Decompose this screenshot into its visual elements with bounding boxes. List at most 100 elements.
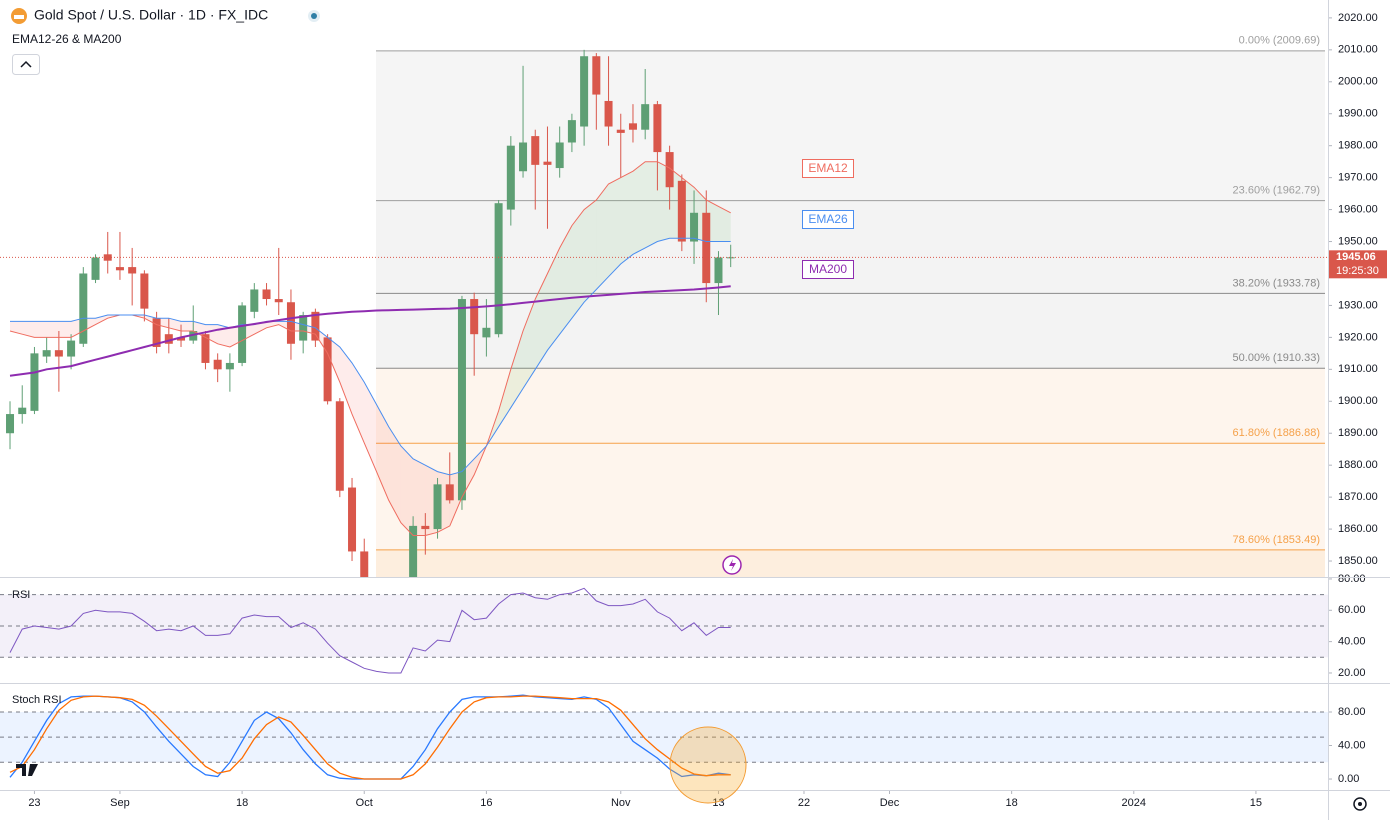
x-tick-label: 2024 <box>1122 797 1146 809</box>
candle-body <box>250 289 259 312</box>
candle-body <box>702 212 711 284</box>
settings-icon-core <box>1358 802 1362 806</box>
candle-body <box>677 180 686 242</box>
y-tick-label: 1860.00 <box>1338 523 1378 535</box>
ema-cloud <box>376 404 389 501</box>
candle-body <box>67 340 76 357</box>
stoch-title: Stoch RSI <box>12 694 62 706</box>
candle-body <box>91 257 100 280</box>
ema-cloud <box>632 161 646 255</box>
candle-body <box>335 401 344 491</box>
ema-cloud <box>46 321 59 338</box>
y-tick-label: 1950.00 <box>1338 235 1378 247</box>
candle-body <box>457 299 466 501</box>
last-price-box <box>1329 250 1387 279</box>
indicator-line <box>9 587 731 674</box>
countdown-label: 19:25:30 <box>1336 265 1379 277</box>
candle-body <box>128 267 137 274</box>
overlay-tag-label: EMA26 <box>808 212 848 226</box>
candle-body <box>140 273 149 309</box>
ema-cloud <box>523 299 536 389</box>
ema-cloud <box>254 321 267 335</box>
x-tick-label: 13 <box>712 797 724 809</box>
axes: 1850.001860.001870.001880.001890.001900.… <box>28 12 1387 809</box>
candle-body <box>311 311 320 341</box>
candle-body <box>348 487 357 552</box>
logo <box>16 764 38 776</box>
y-tick-label: 1970.00 <box>1338 172 1378 184</box>
x-tick-label: Sep <box>110 797 130 809</box>
status-dot-core <box>311 13 317 19</box>
candle-body <box>714 257 723 284</box>
overlay-tag <box>802 210 854 229</box>
price-pane: 0.00% (2009.69) 23.60% (1962.79) 38.20% (1… <box>0 35 1328 577</box>
fib-band <box>376 443 1325 550</box>
overlay-tag-label: MA200 <box>809 262 847 276</box>
ema-cloud <box>10 321 23 335</box>
y-tick-label: 60.00 <box>1338 604 1366 616</box>
ema-cloud <box>645 161 658 248</box>
candle-body <box>286 302 295 344</box>
rsi-pane <box>0 587 1328 674</box>
y-tick-label: 40.00 <box>1338 739 1366 751</box>
y-tick-label: 1880.00 <box>1338 459 1378 471</box>
ema-cloud <box>718 206 731 242</box>
stoch-pane <box>0 694 1328 780</box>
collapse-button[interactable] <box>12 54 40 75</box>
collapse-icon <box>20 60 32 68</box>
candle-body <box>201 334 210 363</box>
candle-body <box>360 551 369 577</box>
x-tick-label: Dec <box>880 797 900 809</box>
candle-body <box>6 414 15 434</box>
candle-body <box>628 123 637 130</box>
overlay-tag-label: EMA12 <box>808 161 848 175</box>
x-tick-label: 16 <box>480 797 492 809</box>
candle-body <box>164 334 173 344</box>
ema-cloud <box>58 321 72 338</box>
symbol-icon-bar <box>14 15 24 19</box>
candle-body <box>213 359 222 370</box>
candle-body <box>421 525 430 530</box>
y-tick-label: 1980.00 <box>1338 140 1378 152</box>
ema-cloud <box>510 330 524 408</box>
candle-body <box>323 337 332 402</box>
fib-label: 23.60% (1962.79) <box>1233 185 1320 197</box>
x-tick-label: 18 <box>236 797 248 809</box>
candle-body <box>274 299 283 303</box>
ema-cloud <box>266 321 279 328</box>
indicator-line <box>9 695 731 780</box>
candle-body <box>54 350 63 357</box>
candle-body <box>506 145 515 210</box>
fib-band <box>376 50 1325 201</box>
fib-label: 0.00% (2009.69) <box>1239 35 1320 47</box>
candle-body <box>470 299 479 335</box>
indicator-title: EMA12-26 & MA200 <box>12 32 122 46</box>
y-tick-label: 1890.00 <box>1338 427 1378 439</box>
chart-title: Gold Spot / U.S. Dollar · 1D · FX_IDC <box>34 7 268 23</box>
highlight-circle <box>669 726 747 804</box>
candle-body <box>519 142 528 172</box>
ema-cloud <box>559 225 572 335</box>
candle-body <box>152 318 161 347</box>
ema-cloud <box>22 321 35 338</box>
candle-body <box>531 136 540 165</box>
x-tick-label: Nov <box>611 797 631 809</box>
x-tick-label: 15 <box>1250 797 1262 809</box>
candle-body <box>592 56 601 95</box>
candle-body <box>580 56 589 127</box>
overlay-tag <box>802 159 854 178</box>
y-tick-label: 1870.00 <box>1338 491 1378 503</box>
ema-cloud <box>596 184 609 290</box>
candle-body <box>482 327 491 338</box>
fib-band <box>376 368 1325 444</box>
y-tick-label: 40.00 <box>1338 636 1366 648</box>
candle-body <box>177 337 186 341</box>
y-tick-label: 20.00 <box>1338 667 1366 679</box>
y-tick-label: 2000.00 <box>1338 76 1378 88</box>
y-tick-label: 2020.00 <box>1338 12 1378 24</box>
x-tick-label: 23 <box>28 797 40 809</box>
ema-cloud <box>339 346 353 415</box>
candle-body <box>616 129 625 133</box>
settings-icon[interactable] <box>1353 797 1367 811</box>
overlay-tag <box>802 260 854 279</box>
